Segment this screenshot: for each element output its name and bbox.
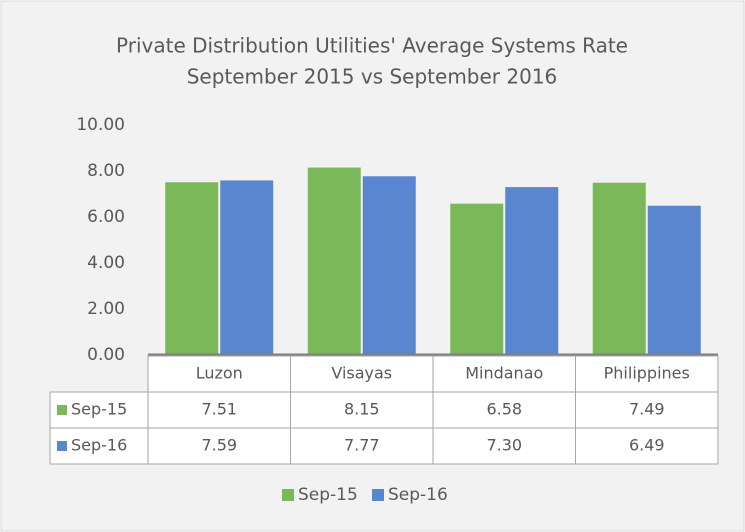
- bar: [165, 182, 219, 355]
- bar: [307, 167, 361, 355]
- table-value: 7.49: [629, 400, 665, 419]
- legend-label: Sep-16: [388, 485, 448, 505]
- x-tick-label: Visayas: [331, 364, 392, 383]
- chart-title: Private Distribution Utilities' Average …: [116, 34, 628, 58]
- bar: [505, 187, 559, 355]
- bar: [450, 203, 504, 355]
- table-legend-key: [57, 441, 67, 451]
- x-tick-label: Mindanao: [465, 364, 543, 383]
- bar: [220, 180, 274, 355]
- table-value: 7.30: [486, 436, 522, 455]
- chart-subtitle: September 2015 vs September 2016: [187, 65, 558, 89]
- table-value: 7.59: [201, 436, 237, 455]
- table-value: 7.77: [344, 436, 380, 455]
- table-value: 6.58: [486, 400, 522, 419]
- y-tick-label: 4.00: [87, 253, 125, 273]
- y-tick-label: 8.00: [87, 161, 125, 181]
- y-tick-label: 6.00: [87, 207, 125, 227]
- y-tick-label: 0.00: [87, 345, 125, 365]
- bar: [592, 182, 646, 355]
- table-legend-key: [57, 405, 67, 415]
- table-row-label: Sep-16: [71, 436, 127, 455]
- legend-label: Sep-15: [298, 485, 358, 505]
- legend-key: [372, 489, 384, 501]
- table-value: 7.51: [201, 400, 237, 419]
- table-row-label: Sep-15: [71, 400, 127, 419]
- y-tick-label: 10.00: [76, 115, 125, 135]
- table-value: 8.15: [344, 400, 380, 419]
- y-tick-label: 2.00: [87, 299, 125, 319]
- bar: [362, 176, 416, 355]
- x-tick-label: Luzon: [196, 364, 243, 383]
- legend-key: [282, 489, 294, 501]
- bar: [647, 205, 701, 355]
- table-value: 6.49: [629, 436, 665, 455]
- x-tick-label: Philippines: [604, 364, 690, 383]
